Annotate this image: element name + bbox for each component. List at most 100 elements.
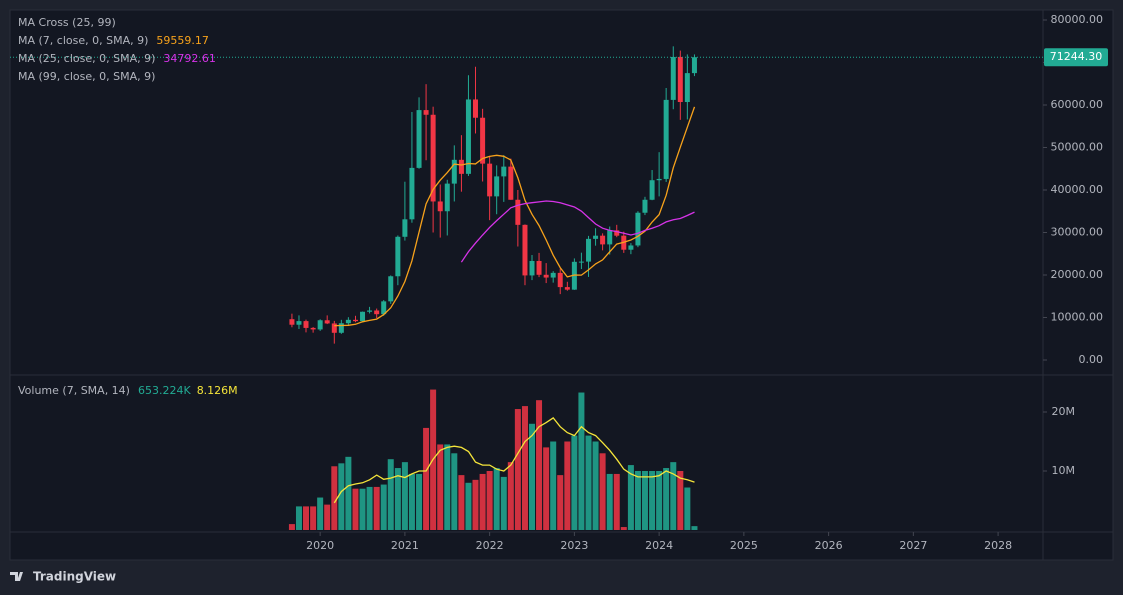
candle-body bbox=[296, 321, 302, 325]
candle-body bbox=[345, 319, 351, 324]
y2-tick-label: 10M bbox=[1052, 464, 1076, 477]
candle-body bbox=[338, 323, 344, 333]
candle-body bbox=[564, 287, 570, 290]
volume-bar bbox=[634, 470, 641, 530]
volume-bar bbox=[416, 473, 423, 530]
candle-body bbox=[529, 260, 535, 276]
candle-body bbox=[635, 212, 641, 246]
volume-bar bbox=[352, 488, 359, 530]
volume-bar bbox=[677, 470, 684, 530]
candle-body bbox=[684, 73, 690, 103]
volume-bar bbox=[408, 473, 415, 530]
candle-body bbox=[289, 319, 295, 325]
candle-body bbox=[303, 321, 309, 328]
candle-body bbox=[550, 272, 556, 278]
y-tick-label: 10000.00 bbox=[1051, 310, 1104, 323]
volume-bar bbox=[529, 423, 536, 530]
legend-value: 8.126M bbox=[197, 384, 238, 397]
volume-bar bbox=[472, 479, 479, 530]
volume-bar bbox=[641, 470, 648, 530]
x-tick-label: 2020 bbox=[306, 539, 334, 552]
candle-body bbox=[543, 274, 549, 278]
candle-body bbox=[663, 99, 669, 179]
candle-body bbox=[508, 166, 514, 200]
volume-bar bbox=[387, 459, 394, 530]
candle-body bbox=[515, 199, 521, 225]
y-tick-label: 80000.00 bbox=[1051, 13, 1104, 26]
candle-body bbox=[458, 159, 464, 174]
volume-bar bbox=[663, 468, 670, 530]
candle-body bbox=[642, 199, 648, 213]
candle-body bbox=[402, 219, 408, 237]
y-tick-label: 20000.00 bbox=[1051, 268, 1104, 281]
volume-bar bbox=[493, 468, 500, 530]
candle-body bbox=[480, 117, 486, 164]
y-tick-label: 60000.00 bbox=[1051, 98, 1104, 111]
volume-bar bbox=[288, 524, 295, 530]
x-tick-label: 2025 bbox=[730, 539, 758, 552]
volume-bar bbox=[479, 473, 486, 530]
volume-bar bbox=[627, 465, 634, 530]
volume-bar bbox=[486, 470, 493, 530]
y2-tick-label: 20M bbox=[1052, 405, 1076, 418]
candle-body bbox=[578, 261, 584, 263]
volume-bar bbox=[451, 453, 458, 530]
volume-bar bbox=[345, 456, 352, 530]
volume-bar bbox=[500, 476, 507, 530]
volume-bar bbox=[571, 435, 578, 530]
candle-body bbox=[487, 163, 493, 197]
x-tick-label: 2023 bbox=[560, 539, 588, 552]
volume-bar bbox=[317, 497, 324, 530]
last-price-box bbox=[1044, 48, 1108, 67]
volume-bar bbox=[620, 527, 627, 530]
volume-bar bbox=[564, 441, 571, 530]
legend-value: 653.224K bbox=[138, 384, 191, 397]
ma-line bbox=[334, 106, 696, 327]
candle-body bbox=[677, 56, 683, 103]
volume-bar bbox=[331, 466, 338, 530]
last-price-label: 71244.30 bbox=[1050, 50, 1103, 63]
candle-body bbox=[423, 110, 429, 115]
legend-label: Volume (7, SMA, 14) bbox=[18, 384, 130, 397]
candle-body bbox=[607, 230, 613, 245]
candle-body bbox=[536, 260, 542, 275]
y-tick-label: 40000.00 bbox=[1051, 183, 1104, 196]
legend-label: MA (99, close, 0, SMA, 9) bbox=[18, 70, 155, 83]
volume-bar bbox=[599, 453, 606, 530]
candle-body bbox=[600, 235, 606, 245]
candle-body bbox=[451, 159, 457, 184]
volume-bar bbox=[550, 441, 557, 530]
x-tick-label: 2026 bbox=[815, 539, 843, 552]
volume-bar bbox=[585, 435, 592, 530]
volume-bar bbox=[691, 526, 698, 530]
volume-bar bbox=[437, 444, 444, 530]
volume-bar bbox=[578, 392, 585, 530]
candle-body bbox=[360, 311, 366, 322]
legend-value: 59559.17 bbox=[156, 34, 209, 47]
candle-body bbox=[649, 180, 655, 200]
legend-label: MA (25, close, 0, SMA, 9) bbox=[18, 52, 155, 65]
candle-body bbox=[437, 201, 443, 212]
volume-bar bbox=[649, 470, 656, 530]
volume-bar bbox=[373, 486, 380, 530]
candle-body bbox=[557, 272, 563, 288]
candle-body bbox=[628, 245, 634, 250]
volume-bar bbox=[606, 473, 613, 530]
y-tick-label: 30000.00 bbox=[1051, 225, 1104, 238]
candle-body bbox=[374, 310, 380, 315]
candle-body bbox=[395, 236, 401, 277]
volume-bar bbox=[423, 427, 430, 530]
volume-bar bbox=[536, 400, 543, 530]
candle-body bbox=[444, 183, 450, 212]
volume-bar bbox=[310, 506, 317, 530]
candle-body bbox=[367, 310, 373, 312]
volume-bar bbox=[303, 506, 310, 530]
volume-ma-line bbox=[333, 417, 695, 504]
volume-bar bbox=[401, 462, 408, 530]
candle-body bbox=[409, 167, 415, 220]
volume-bar bbox=[507, 462, 514, 530]
x-tick-label: 2022 bbox=[476, 539, 504, 552]
candle-body bbox=[324, 320, 330, 324]
volume-bar bbox=[670, 462, 677, 530]
